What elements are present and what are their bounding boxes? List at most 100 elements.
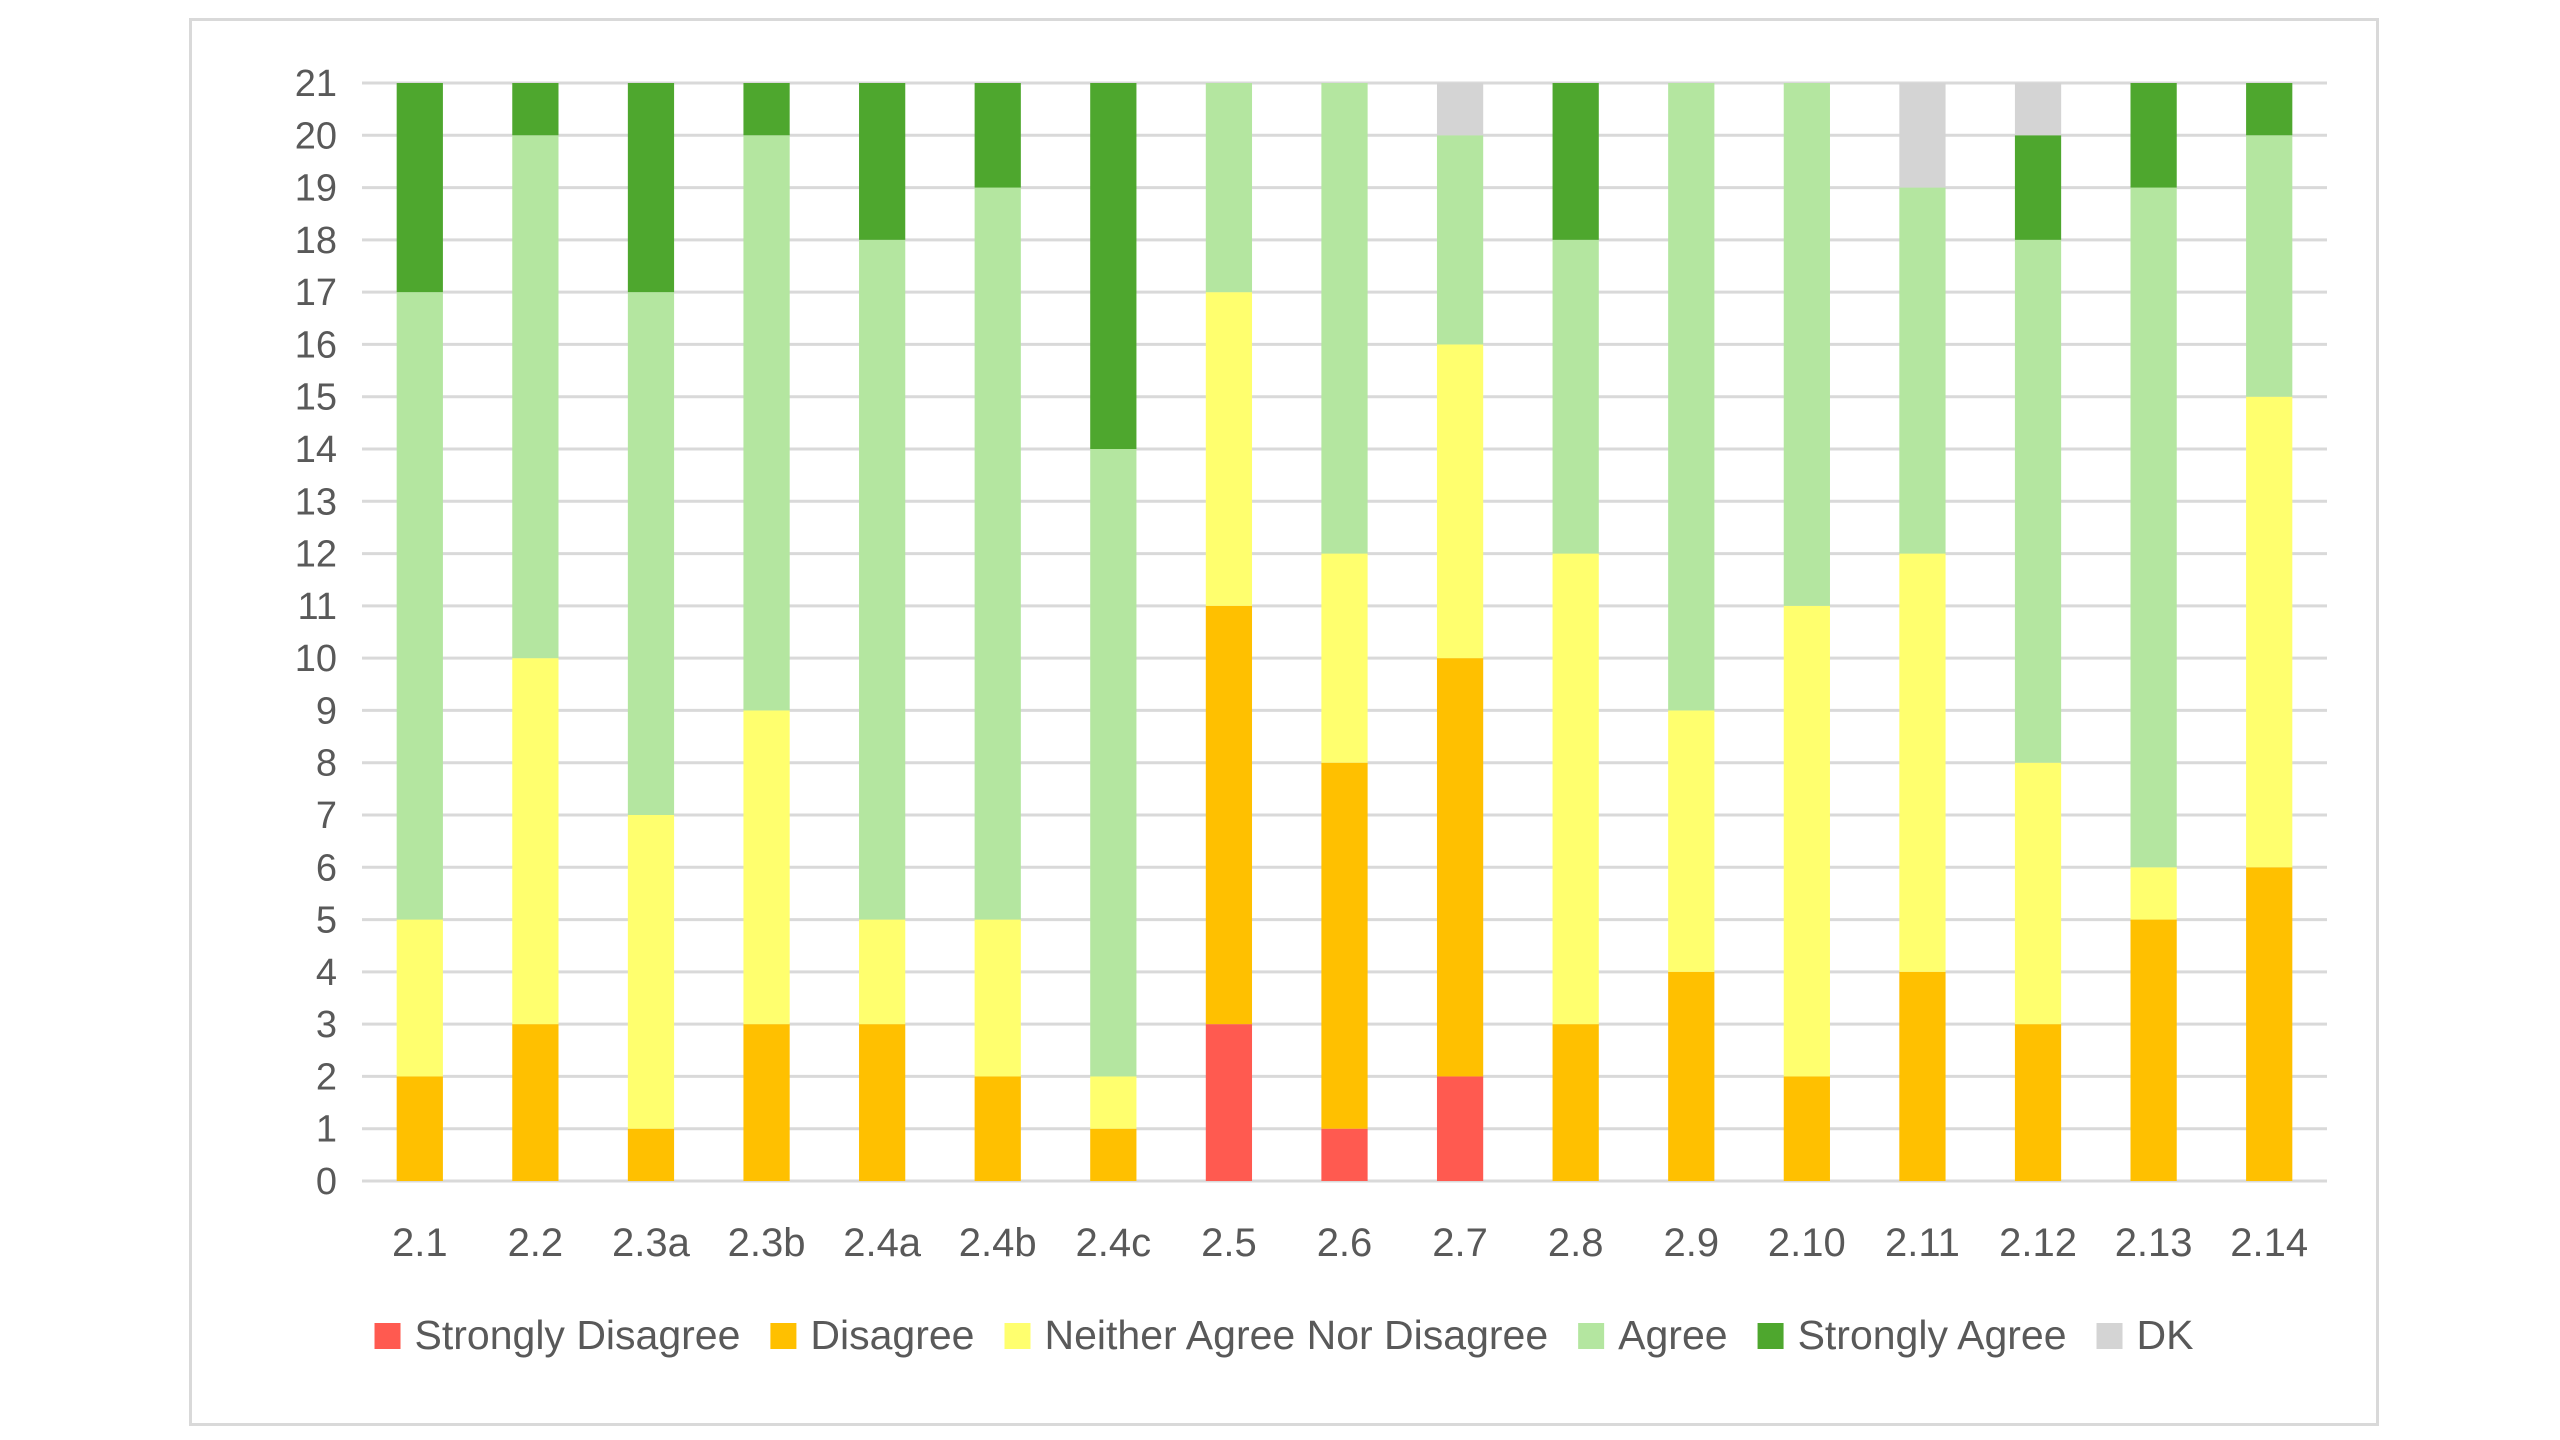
bar-segment xyxy=(1205,83,1253,293)
bar-segment xyxy=(1552,1024,1599,1181)
bar-segment xyxy=(2246,396,2293,868)
legend-label: Agree xyxy=(1618,1312,1727,1358)
bar-segment xyxy=(1321,83,1368,554)
bar-segment xyxy=(974,919,1021,1077)
legend-item: DK xyxy=(2096,1312,2194,1358)
bar-segment xyxy=(1205,605,1253,1025)
bar-segment xyxy=(1436,135,1484,345)
x-tick-label: 2.11 xyxy=(1885,1221,1960,1265)
y-tick-label: 9 xyxy=(316,690,337,732)
x-tick-label: 2.2 xyxy=(508,1221,564,1265)
x-tick-label: 2.3a xyxy=(612,1221,691,1265)
bar-segment xyxy=(1668,971,1715,1181)
bar-segment xyxy=(627,815,675,1129)
bar-segment xyxy=(2130,83,2177,188)
bar-segment xyxy=(627,83,675,293)
x-tick-label: 2.1 xyxy=(392,1221,448,1265)
x-tick-label: 2.9 xyxy=(1663,1221,1719,1265)
y-tick-label: 12 xyxy=(295,534,337,576)
y-tick-label: 17 xyxy=(295,272,337,314)
y-tick-label: 0 xyxy=(316,1161,337,1203)
bar-segment xyxy=(2130,867,2177,920)
bar-segment xyxy=(743,135,790,711)
bar-segment xyxy=(1090,1076,1137,1129)
y-tick-label: 15 xyxy=(295,377,337,419)
x-tick-label: 2.5 xyxy=(1201,1221,1257,1265)
bar-segment xyxy=(396,919,443,1077)
x-tick-label: 2.4b xyxy=(959,1221,1037,1265)
legend-item: Strongly Disagree xyxy=(374,1312,741,1358)
bar-segment xyxy=(1783,1076,1830,1181)
bar-segment xyxy=(1783,83,1830,606)
x-axis-tick-labels: 2.1 2.2 2.3a 2.3b 2.4a 2.4b 2.4c 2.5 2.6 2.7 2.8 2.… xyxy=(392,1221,2308,1265)
bar-segment xyxy=(2014,135,2062,240)
bar-segment xyxy=(743,710,790,1025)
y-tick-label: 3 xyxy=(316,1004,337,1046)
y-tick-label: 6 xyxy=(316,847,337,889)
y-tick-label: 5 xyxy=(316,900,337,942)
bar-segment xyxy=(974,83,1021,188)
x-tick-label: 2.12 xyxy=(1999,1221,2077,1265)
bar-segment xyxy=(2014,762,2062,1025)
bar-segment xyxy=(396,1076,443,1181)
bar-segment xyxy=(1321,762,1368,1129)
bar-segment xyxy=(1899,553,1946,972)
bar-segment xyxy=(396,83,443,293)
legend-label: Disagree xyxy=(810,1312,974,1358)
x-tick-label: 2.4c xyxy=(1076,1221,1152,1265)
x-tick-label: 2.4a xyxy=(843,1221,922,1265)
x-tick-label: 2.8 xyxy=(1548,1221,1604,1265)
bar-segment xyxy=(1552,239,1599,554)
bar-segment xyxy=(1899,971,1946,1181)
bar-segment xyxy=(2246,83,2293,136)
bar-segment xyxy=(1436,83,1484,136)
bar-segment xyxy=(1436,1076,1484,1181)
legend-label: DK xyxy=(2137,1312,2194,1358)
bar-segment xyxy=(1090,449,1137,1077)
y-tick-label: 4 xyxy=(316,952,337,994)
legend-swatch xyxy=(770,1323,797,1349)
x-tick-label: 2.3b xyxy=(728,1221,806,1265)
bar-segment xyxy=(1899,83,1946,188)
bar-segment xyxy=(2130,919,2177,1181)
y-tick-label: 18 xyxy=(295,220,337,262)
bar-segment xyxy=(1321,553,1368,763)
bar-segment xyxy=(743,1024,790,1181)
bar-segment xyxy=(1668,83,1715,711)
x-tick-label: 2.6 xyxy=(1317,1221,1373,1265)
bar-segment xyxy=(2014,239,2062,763)
bar-segment xyxy=(974,187,1021,920)
bar-segment xyxy=(1783,605,1830,1077)
bar-segment xyxy=(1090,83,1137,449)
bar-segment xyxy=(1668,710,1715,972)
bar-segment xyxy=(1205,1024,1253,1181)
legend-swatch xyxy=(1004,1323,1031,1349)
bar-segment xyxy=(1552,83,1599,240)
x-tick-label: 2.7 xyxy=(1432,1221,1488,1265)
bar-segment xyxy=(859,83,906,240)
x-tick-label: 2.14 xyxy=(2230,1221,2308,1265)
y-tick-label: 1 xyxy=(316,1109,337,1151)
legend-label: Neither Agree Nor Disagree xyxy=(1045,1312,1549,1358)
x-tick-label: 2.13 xyxy=(2115,1221,2193,1265)
legend-swatch xyxy=(1578,1323,1605,1349)
y-tick-label: 2 xyxy=(316,1056,337,1098)
bar-segment xyxy=(2246,135,2293,397)
legend-label: Strongly Agree xyxy=(1798,1312,2067,1358)
y-tick-label: 19 xyxy=(295,168,337,210)
legend-item: Disagree xyxy=(770,1312,975,1358)
x-tick-label: 2.10 xyxy=(1768,1221,1846,1265)
bar-segment xyxy=(396,292,443,920)
y-tick-label: 16 xyxy=(295,324,337,366)
y-tick-label: 13 xyxy=(295,481,337,523)
bars xyxy=(396,83,2293,1181)
bar-segment xyxy=(512,1024,559,1181)
bar-segment xyxy=(2246,867,2293,1181)
bar-segment xyxy=(859,239,906,920)
legend-label: Strongly Disagree xyxy=(415,1312,741,1358)
bar-segment xyxy=(1321,1128,1368,1181)
bar-segment xyxy=(743,83,790,136)
bar-segment xyxy=(1090,1128,1137,1181)
